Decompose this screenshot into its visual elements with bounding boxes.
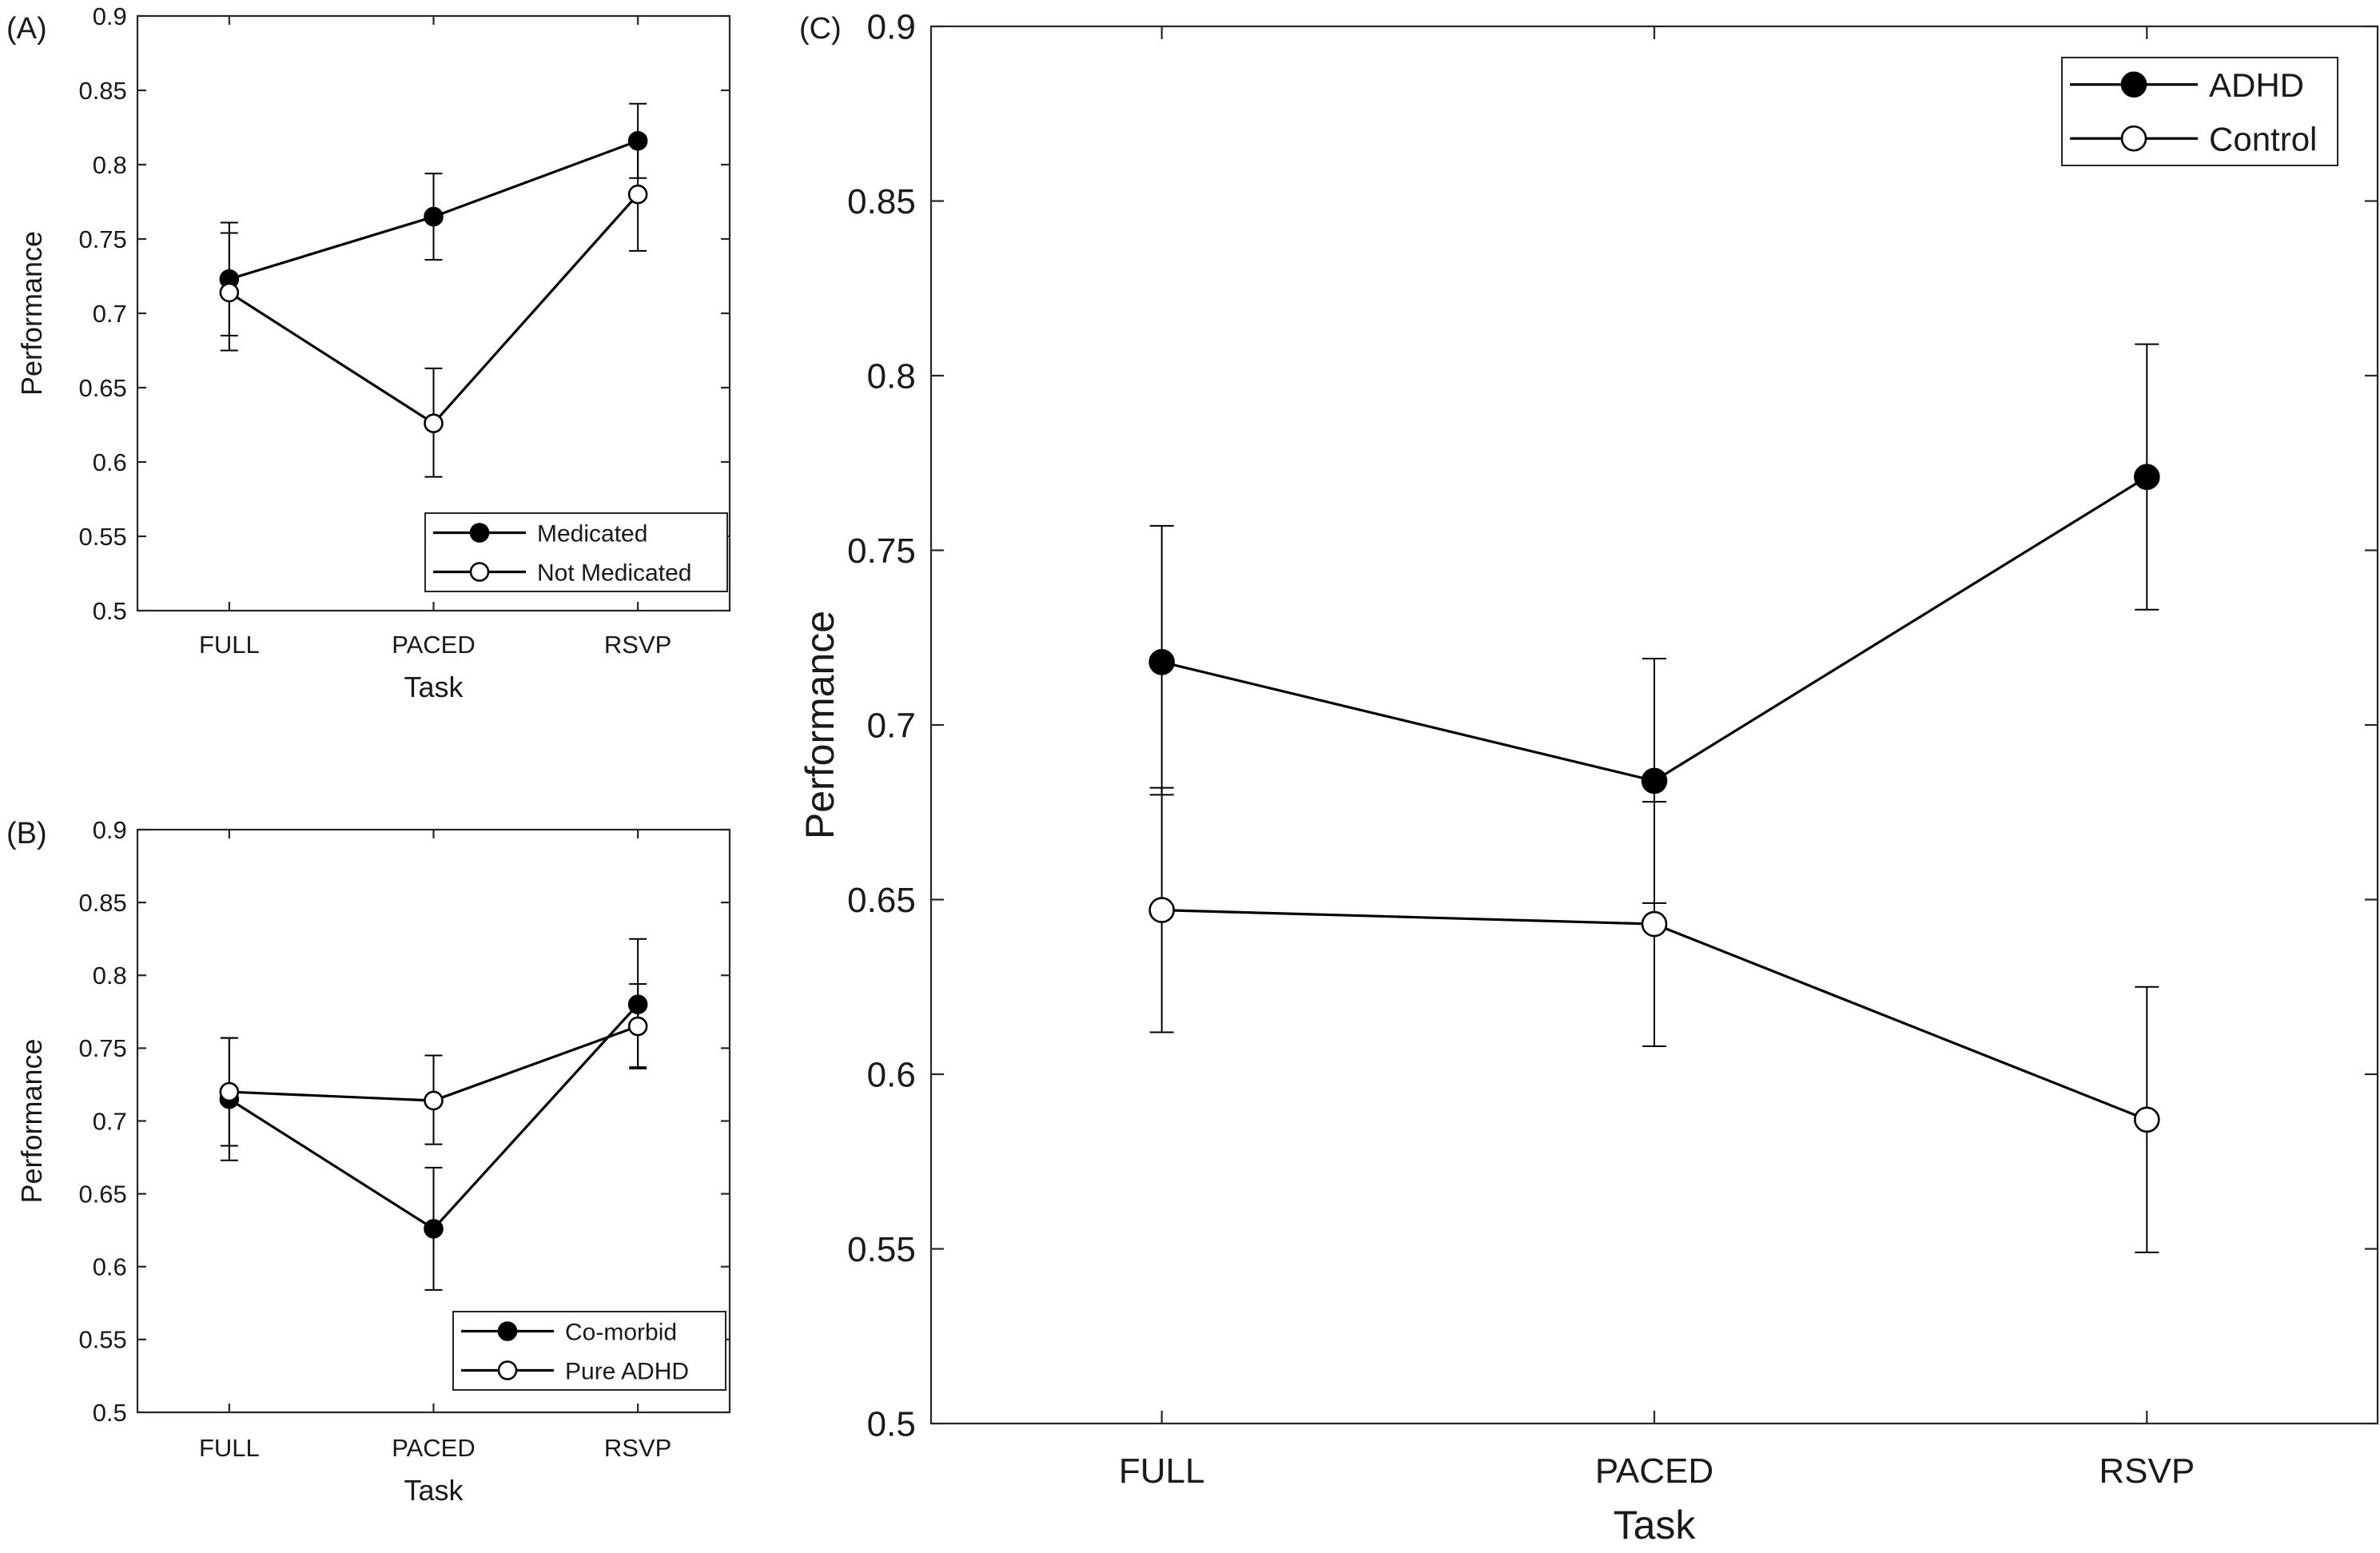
x-tick-label: RSVP bbox=[604, 631, 671, 659]
legend-marker bbox=[2120, 71, 2147, 98]
y-tick-label: 0.85 bbox=[78, 77, 126, 105]
y-tick-label: 0.9 bbox=[867, 7, 916, 46]
panel-b: (B) 0.5 0.55 0.6 0.65 0.7 0.75 0.8 0.85 0.9 FULL PA… bbox=[6, 816, 731, 1507]
x-axis-label: Task bbox=[1614, 1503, 1697, 1547]
y-tick-label: 0.75 bbox=[78, 1034, 126, 1062]
y-tick-label: 0.85 bbox=[847, 182, 916, 221]
y-axis-label: Performance bbox=[15, 1038, 48, 1203]
x-tick-label: FULL bbox=[199, 1434, 260, 1462]
legend: Medicated Not Medicated bbox=[424, 512, 728, 592]
data-point bbox=[219, 1081, 240, 1102]
x-tick-label: PACED bbox=[392, 1434, 476, 1462]
series-control bbox=[1148, 786, 2160, 1253]
legend: ADHD Control bbox=[2061, 57, 2338, 166]
y-tick-label: 0.6 bbox=[93, 1253, 127, 1281]
x-tick-label: PACED bbox=[392, 631, 476, 659]
data-point bbox=[424, 1090, 444, 1111]
series-adhd bbox=[1148, 343, 2160, 904]
data-point bbox=[219, 282, 240, 303]
series-pure-adhd bbox=[219, 983, 648, 1147]
data-point bbox=[1641, 910, 1668, 938]
panel-a: (A) 0.5 0.55 0.6 0.65 0.7 0.75 0.8 0.85 0.9 FULL PA… bbox=[6, 2, 731, 703]
legend-label: ADHD bbox=[2209, 66, 2304, 104]
data-point bbox=[424, 413, 444, 433]
y-tick-label: 0.55 bbox=[78, 1326, 126, 1354]
y-tick-label: 0.7 bbox=[93, 300, 127, 328]
legend-marker bbox=[497, 1360, 518, 1380]
y-tick-label: 0.6 bbox=[93, 448, 127, 476]
legend-label: Control bbox=[2209, 120, 2317, 157]
y-tick-label: 0.65 bbox=[78, 1180, 126, 1208]
y-tick-label: 0.55 bbox=[847, 1230, 916, 1269]
legend-label: Co-morbid bbox=[565, 1319, 677, 1345]
data-point bbox=[2134, 464, 2160, 491]
panel-label: (A) bbox=[6, 12, 47, 46]
legend-marker bbox=[2120, 125, 2147, 152]
x-tick-label: FULL bbox=[1119, 1451, 1205, 1491]
legend: Co-morbid Pure ADHD bbox=[452, 1311, 726, 1391]
data-point bbox=[627, 1016, 648, 1037]
y-tick-label: 0.8 bbox=[93, 151, 127, 179]
y-tick-label: 0.55 bbox=[78, 523, 126, 551]
y-tick-label: 0.75 bbox=[78, 225, 126, 253]
y-axis-label: Performance bbox=[15, 231, 48, 396]
legend-box bbox=[2061, 57, 2338, 166]
x-axis-label: Task bbox=[404, 1474, 464, 1507]
x-axis-label: Task bbox=[404, 671, 464, 703]
data-point bbox=[424, 1219, 444, 1239]
x-tick-label: PACED bbox=[1595, 1451, 1713, 1491]
legend-marker bbox=[469, 562, 490, 582]
y-tick-label: 0.65 bbox=[78, 374, 126, 402]
x-tick-label: RSVP bbox=[2099, 1451, 2195, 1491]
data-point bbox=[627, 184, 648, 205]
y-tick-label: 0.65 bbox=[847, 881, 916, 920]
y-tick-label: 0.8 bbox=[93, 962, 127, 990]
panel-c: (C) 0.5 0.55 0.6 0.65 0.7 0.75 0.8 0.85 0.9 FULL PA… bbox=[798, 7, 2379, 1547]
legend-marker bbox=[497, 1321, 518, 1341]
series-not-medicated bbox=[219, 138, 648, 478]
y-tick-label: 0.5 bbox=[93, 597, 127, 625]
y-tick-label: 0.75 bbox=[847, 532, 916, 571]
legend-box bbox=[452, 1311, 726, 1391]
data-point bbox=[1148, 897, 1175, 923]
data-point bbox=[1641, 767, 1668, 794]
y-tick-label: 0.5 bbox=[93, 1399, 127, 1427]
y-tick-label: 0.6 bbox=[867, 1055, 916, 1094]
data-point bbox=[424, 206, 444, 227]
y-tick-label: 0.85 bbox=[78, 889, 126, 917]
series-medicated bbox=[219, 102, 648, 336]
panel-label: (B) bbox=[6, 817, 47, 850]
y-tick-label: 0.9 bbox=[93, 2, 127, 30]
y-tick-label: 0.7 bbox=[867, 706, 916, 745]
legend-label: Not Medicated bbox=[537, 559, 691, 586]
y-tick-label: 0.7 bbox=[93, 1107, 127, 1135]
y-axis-label: Performance bbox=[798, 611, 842, 839]
y-tick-label: 0.8 bbox=[867, 356, 916, 396]
legend-label: Pure ADHD bbox=[565, 1358, 689, 1384]
data-point bbox=[2134, 1106, 2160, 1133]
data-point bbox=[1148, 649, 1175, 675]
legend-label: Medicated bbox=[537, 520, 647, 547]
y-tick-label: 0.9 bbox=[93, 816, 127, 844]
x-tick-label: RSVP bbox=[604, 1434, 671, 1462]
x-tick-label: FULL bbox=[199, 631, 260, 659]
legend-marker bbox=[469, 523, 490, 543]
y-tick-label: 0.5 bbox=[867, 1404, 916, 1443]
panel-label: (C) bbox=[799, 12, 842, 46]
